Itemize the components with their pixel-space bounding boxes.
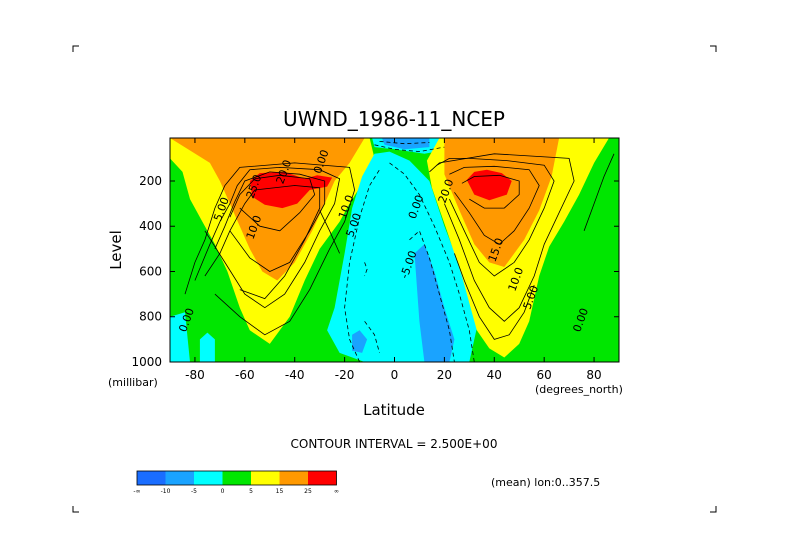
colorbar: -∞ -10 -5 0 5 15 25 ∞ bbox=[133, 470, 339, 495]
colorbar-swatch-3 bbox=[222, 471, 251, 485]
contour-line-18 bbox=[379, 141, 430, 145]
contour-line-11 bbox=[319, 210, 340, 254]
contour-line-13 bbox=[344, 169, 380, 362]
contour-line-6 bbox=[449, 165, 540, 245]
contour-line-14 bbox=[409, 230, 455, 362]
x-tick-label: -80 bbox=[185, 368, 205, 382]
colorbar-tick-label: 25 bbox=[304, 488, 312, 495]
contour-line-0 bbox=[194, 166, 341, 309]
contour-fill-7 bbox=[414, 244, 455, 362]
colorbar-tick-label: -10 bbox=[161, 488, 171, 495]
contour-fill-13 bbox=[466, 169, 512, 201]
x-tick-label: -60 bbox=[235, 368, 255, 382]
contour-line-9 bbox=[454, 253, 535, 340]
contour-fill-1 bbox=[170, 312, 190, 362]
contour-line-4 bbox=[184, 162, 356, 336]
contour-line-2 bbox=[229, 174, 316, 232]
colorbar-tick-label: ∞ bbox=[334, 488, 339, 495]
y-tick-label: 400 bbox=[139, 219, 162, 233]
x-tick-label: -40 bbox=[285, 368, 305, 382]
colorbar-swatch-2 bbox=[194, 471, 223, 485]
x-tick-label: 0 bbox=[391, 368, 399, 382]
x-tick-label: -20 bbox=[335, 368, 355, 382]
colorbar-tick-label: 0 bbox=[221, 488, 225, 495]
contour-fill-4 bbox=[170, 138, 365, 281]
colorbar-frame bbox=[136, 470, 337, 486]
contour-line-1 bbox=[214, 171, 326, 272]
colorbar-tick-label: -5 bbox=[191, 488, 197, 495]
contour-line-16 bbox=[364, 321, 380, 354]
plot-area: 20.025.05.0010.010.05.000.000.00-5.000.0… bbox=[170, 138, 619, 362]
x-tick-label: 60 bbox=[537, 368, 552, 382]
contour-fill-2 bbox=[199, 332, 215, 362]
chart-title: UWND_1986-11_NCEP bbox=[283, 107, 505, 131]
colorbar-swatch-5 bbox=[279, 471, 308, 485]
corner-marks bbox=[72, 45, 717, 513]
contour-fill-8 bbox=[352, 330, 368, 353]
contour-line-12 bbox=[389, 162, 475, 362]
x-tick-label: 20 bbox=[437, 368, 452, 382]
contour-lines bbox=[184, 141, 615, 362]
x-units-label: (degrees_north) bbox=[535, 383, 623, 396]
y-tick-label: 600 bbox=[139, 264, 162, 278]
x-tick-label: 80 bbox=[586, 368, 601, 382]
y-axis-label: Level bbox=[107, 230, 125, 270]
colorbar-swatch-0 bbox=[137, 471, 166, 485]
footnote-text: (mean) lon:0..357.5 bbox=[491, 476, 600, 489]
y-tick-label: 800 bbox=[139, 310, 162, 324]
contour-line-8 bbox=[429, 153, 575, 322]
y-tick-label: 1000 bbox=[131, 355, 162, 369]
contour-interval-text: CONTOUR INTERVAL = 2.500E+00 bbox=[291, 437, 498, 451]
y-axis-ticks: 200 400 600 800 1000 bbox=[131, 174, 619, 369]
contour-line-7 bbox=[461, 174, 520, 209]
colorbar-tick-label: 15 bbox=[276, 488, 284, 495]
colorbar-tick-label: -∞ bbox=[133, 488, 140, 495]
colorbar-swatch-4 bbox=[251, 471, 280, 485]
contour-line-5 bbox=[436, 157, 555, 277]
contour-fill-12 bbox=[444, 138, 560, 267]
x-tick-label: 40 bbox=[487, 368, 502, 382]
colorbar-swatch-6 bbox=[308, 471, 337, 485]
contour-line-3 bbox=[204, 185, 321, 300]
y-units-label: (millibar) bbox=[108, 376, 158, 389]
colorbar-swatch-1 bbox=[165, 471, 194, 485]
contour-line-17 bbox=[374, 144, 445, 153]
x-axis-label: Latitude bbox=[363, 401, 425, 419]
y-tick-label: 200 bbox=[139, 174, 162, 188]
contour-fill-10 bbox=[382, 138, 430, 150]
contour-fills bbox=[170, 138, 619, 362]
contour-line-10 bbox=[583, 153, 615, 231]
x-axis-ticks: -80 -60 -40 -20 0 20 40 60 80 bbox=[185, 138, 602, 382]
contour-fill-5 bbox=[249, 171, 333, 209]
contour-line-15 bbox=[364, 262, 368, 277]
colorbar-tick-label: 5 bbox=[249, 488, 253, 495]
